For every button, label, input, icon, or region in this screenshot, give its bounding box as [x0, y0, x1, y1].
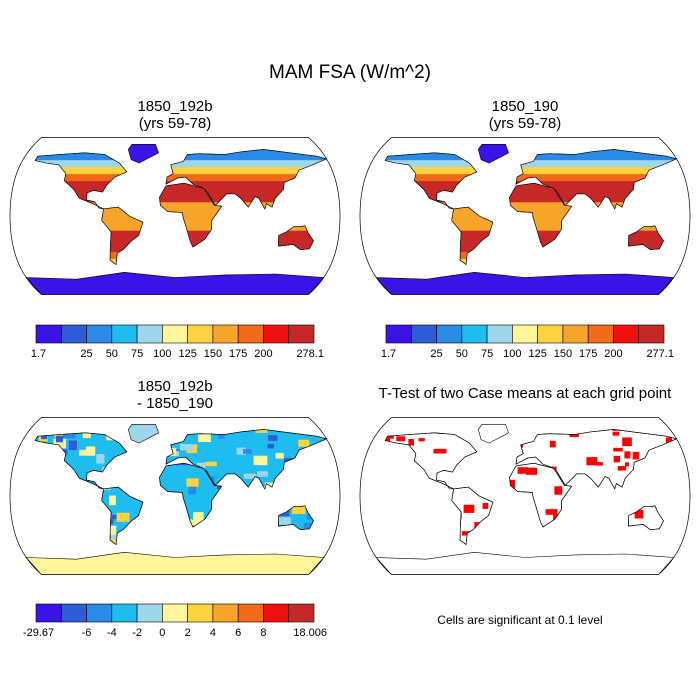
colorbar-3-tick-5: 2 [185, 627, 191, 639]
colorbar-2-tick-6: 150 [554, 348, 572, 360]
colorbar-3-box-6 [187, 603, 214, 623]
colorbar-2-tick-9: 277.1 [646, 348, 674, 360]
colorbar-2-box-0 [385, 324, 412, 344]
colorbar-2-tick-3: 75 [481, 348, 493, 360]
land-antarctica-2 [375, 271, 675, 295]
colorbar-3-tick-0: -29.67 [23, 627, 54, 639]
colorbar-2-box-10 [638, 324, 665, 344]
colorbar-2-tick-7: 175 [579, 348, 597, 360]
panel2-title-line1: 1850_190 [491, 98, 559, 115]
figure-title: MAM FSA (W/m^2) [269, 62, 431, 83]
colorbar-1: 1.7 25 50 75 100 125 150 175 200 278.1 [31, 324, 324, 360]
colorbar-2-box-5 [512, 324, 538, 344]
colorbar-3-box-2 [86, 603, 113, 623]
map-panel-3 [9, 417, 341, 575]
colorbar-1-tick-4: 100 [153, 348, 171, 360]
colorbar-3-box-8 [237, 603, 264, 623]
colorbar-1-box-10 [288, 324, 315, 344]
colorbar-1-tick-0: 1.7 [31, 348, 46, 360]
land-greenland-3 [127, 424, 159, 444]
land-greenland-2 [477, 144, 509, 164]
colorbar-3-box-3 [111, 603, 138, 623]
colorbar-1-box-8 [237, 324, 264, 344]
colorbar-3-box-5 [162, 603, 188, 623]
colorbar-1-box-2 [86, 324, 113, 344]
colorbar-2-tick-4: 100 [503, 348, 521, 360]
colorbar-1-box-1 [60, 324, 87, 344]
colorbar-2-box-2 [436, 324, 463, 344]
colorbar-3-tick-4: 0 [159, 627, 165, 639]
colorbar-3-box-9 [263, 603, 290, 623]
land-antarctica-4 [375, 551, 675, 575]
colorbar-3-tick-9: 18.006 [293, 627, 327, 639]
colorbar-3-tick-1: -6 [82, 627, 92, 639]
colorbar-2-tick-2: 50 [456, 348, 468, 360]
colorbar-3-box-1 [60, 603, 87, 623]
colorbar-1-box-7 [212, 324, 239, 344]
map-panel-2 [359, 137, 691, 295]
colorbar-3-tick-2: -4 [107, 627, 117, 639]
colorbar-3-tick-3: -2 [132, 627, 142, 639]
colorbar-3-box-4 [136, 603, 163, 623]
colorbar-3-box-0 [35, 603, 62, 623]
colorbar-1-tick-8: 200 [254, 348, 272, 360]
colorbar-1-tick-1: 25 [80, 348, 92, 360]
colorbar-1-box-6 [187, 324, 214, 344]
panel1-title-line1: 1850_192b [137, 98, 213, 115]
map-panel-1 [9, 137, 341, 295]
panel3-title-line2: - 1850_190 [137, 395, 213, 412]
colorbar-1-box-9 [263, 324, 290, 344]
colorbar-2-box-3 [461, 324, 488, 344]
panel2-title-line2: (yrs 59-78) [488, 115, 562, 132]
panel4-title: T-Test of two Case means at each grid po… [378, 385, 672, 402]
panel3-title-line1: 1850_192b [137, 378, 213, 395]
land-antarctica-1 [25, 271, 325, 295]
colorbar-1-box-5 [162, 324, 188, 344]
colorbar-2-box-7 [562, 324, 589, 344]
colorbar-3-tick-7: 6 [235, 627, 241, 639]
panel1-title: 1850_192b (yrs 59-78) [75, 98, 275, 132]
colorbar-2-box-6 [537, 324, 564, 344]
colorbar-1-tick-6: 150 [204, 348, 222, 360]
map-panel-4 [359, 417, 691, 575]
panel2-title: 1850_190 (yrs 59-78) [425, 98, 625, 132]
colorbar-2-tick-1: 25 [430, 348, 442, 360]
colorbar-2-box-8 [587, 324, 614, 344]
colorbar-1-tick-5: 125 [178, 348, 196, 360]
colorbar-1-tick-3: 75 [131, 348, 143, 360]
colorbar-2-box-4 [486, 324, 513, 344]
colorbar-3: -29.67 -6 -4 -2 0 2 4 6 8 18.006 [23, 603, 327, 639]
panel3-title: 1850_192b - 1850_190 [75, 378, 275, 412]
colorbar-2-box-9 [613, 324, 640, 344]
colorbar-2-tick-0: 1.7 [381, 348, 396, 360]
colorbar-3-tick-6: 4 [210, 627, 216, 639]
colorbar-3-box-10 [288, 603, 315, 623]
colorbar-3-tick-8: 8 [260, 627, 266, 639]
land-greenland-4 [477, 424, 509, 444]
land-antarctica-3 [25, 551, 325, 575]
colorbar-1-tick-9: 278.1 [296, 348, 324, 360]
colorbar-1-box-4 [136, 324, 163, 344]
sig-fill-australia [634, 509, 644, 519]
colorbar-1-tick-2: 50 [106, 348, 118, 360]
colorbar-1-box-0 [35, 324, 62, 344]
colorbar-2: 1.7 25 50 75 100 125 150 175 200 277.1 [381, 324, 674, 360]
significance-note: Cells are significant at 0.1 level [437, 613, 603, 627]
panel1-title-line2: (yrs 59-78) [138, 115, 212, 132]
colorbar-2-tick-8: 200 [604, 348, 622, 360]
colorbar-3-box-7 [212, 603, 239, 623]
colorbar-1-tick-7: 175 [229, 348, 247, 360]
colorbar-2-box-1 [410, 324, 437, 344]
colorbar-1-box-3 [111, 324, 138, 344]
land-greenland-1 [127, 144, 159, 164]
colorbar-2-tick-5: 125 [528, 348, 546, 360]
